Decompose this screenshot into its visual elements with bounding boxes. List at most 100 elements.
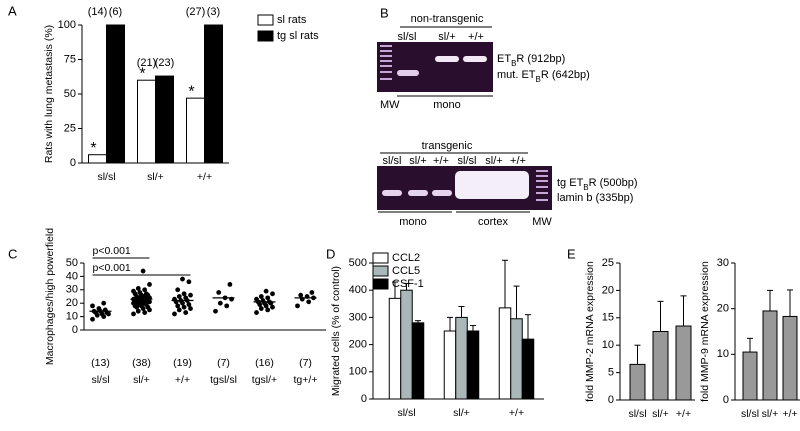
dot bbox=[176, 307, 182, 313]
panel-label: A bbox=[8, 3, 17, 18]
lane-label: +/+ bbox=[433, 155, 449, 167]
n-label: (6) bbox=[109, 6, 122, 18]
dot bbox=[96, 306, 102, 311]
dot bbox=[172, 311, 177, 317]
lane-label: sl/+ bbox=[485, 155, 502, 167]
band-label-rest: R (912bp) bbox=[516, 53, 565, 65]
significance: * bbox=[139, 65, 145, 82]
bar bbox=[137, 79, 156, 164]
bar bbox=[762, 310, 778, 401]
y-tick-label: 10 bbox=[717, 348, 729, 360]
dot bbox=[186, 302, 192, 307]
dot bbox=[254, 310, 259, 315]
dot bbox=[224, 303, 230, 309]
panel-label: E bbox=[567, 246, 576, 261]
gel-panel: B non-transgenic sl/sl sl/+ +/+ ETBR (91… bbox=[377, 5, 638, 228]
dot bbox=[180, 276, 185, 282]
dot bbox=[186, 279, 192, 285]
dot bbox=[175, 303, 181, 309]
y-tick-label: 20 bbox=[717, 303, 729, 315]
panel-label: B bbox=[380, 5, 389, 20]
n-label: (19) bbox=[173, 357, 192, 369]
dot bbox=[216, 290, 222, 295]
n-label: (7) bbox=[299, 357, 312, 369]
marker-label: MW bbox=[532, 216, 552, 228]
y-tick-label: 50 bbox=[64, 88, 76, 100]
dot bbox=[258, 306, 264, 311]
dot bbox=[270, 304, 275, 310]
y-tick-label: 0 bbox=[361, 393, 367, 405]
bar bbox=[455, 316, 468, 400]
dot bbox=[143, 291, 149, 297]
bands bbox=[382, 190, 452, 196]
x-tick-label: sl/+ bbox=[652, 408, 669, 420]
band bbox=[435, 56, 459, 62]
legend-swatch bbox=[257, 30, 274, 42]
dot bbox=[131, 311, 136, 317]
x-tick-label: sl/+ bbox=[762, 408, 779, 420]
dot bbox=[265, 295, 271, 301]
y-tick-label: 15 bbox=[602, 312, 614, 324]
gel-image bbox=[377, 42, 493, 92]
y-axis-label: Rats with lung metastasis (%) bbox=[43, 25, 55, 163]
dot bbox=[101, 300, 107, 306]
n-label: (21) bbox=[137, 57, 157, 69]
dot bbox=[135, 286, 141, 291]
dot bbox=[227, 282, 233, 287]
panel-label: D bbox=[326, 246, 335, 261]
lane-label: +/+ bbox=[468, 31, 484, 43]
bar bbox=[106, 24, 125, 164]
annotation: p<0.001 bbox=[93, 245, 131, 257]
legend-label: tg sl rats bbox=[277, 30, 319, 42]
y-tick-label: 10 bbox=[66, 311, 78, 323]
band-label-rest: R (642bp) bbox=[541, 69, 590, 81]
group-label: mono bbox=[433, 99, 461, 111]
lane-label: sl/sl bbox=[383, 155, 402, 167]
dot bbox=[181, 291, 187, 297]
bar bbox=[443, 330, 457, 400]
dot bbox=[258, 294, 264, 299]
dot bbox=[188, 306, 193, 311]
y-tick-label: 5 bbox=[608, 367, 614, 379]
annotation: p<0.001 bbox=[93, 262, 131, 274]
dot bbox=[306, 299, 312, 305]
dot bbox=[270, 291, 275, 297]
x-tick-label: sl/sl bbox=[397, 407, 415, 419]
gel-title: transgenic bbox=[422, 140, 473, 152]
bar bbox=[782, 315, 798, 401]
dot bbox=[142, 310, 148, 315]
y-tick-label: 0 bbox=[72, 324, 78, 336]
bar bbox=[652, 331, 669, 401]
dot bbox=[183, 310, 189, 315]
n-label: (7) bbox=[217, 357, 230, 369]
y-tick-label: 200 bbox=[349, 339, 367, 351]
x-tick-label: tgsl/+ bbox=[252, 374, 277, 386]
dot bbox=[175, 287, 181, 293]
y-tick-label: 25 bbox=[602, 257, 614, 269]
y-tick-label: 25 bbox=[64, 122, 76, 134]
dot bbox=[181, 304, 187, 310]
panel-label: C bbox=[8, 246, 17, 261]
legend-label: CSF-1 bbox=[392, 278, 424, 290]
x-tick-label: tgsl/sl bbox=[210, 374, 237, 386]
bar bbox=[521, 338, 535, 400]
dot bbox=[188, 292, 193, 298]
band-label-rest: R (500bp) bbox=[589, 177, 638, 189]
group-label: cortex bbox=[478, 216, 508, 228]
dot bbox=[142, 287, 148, 293]
bar bbox=[411, 322, 425, 400]
n-label: (38) bbox=[132, 357, 151, 369]
bar bbox=[186, 97, 205, 164]
lane-label: sl/sl bbox=[458, 155, 477, 167]
x-tick-label: sl/+ bbox=[453, 407, 470, 419]
dot bbox=[263, 288, 269, 294]
marker-label: MW bbox=[380, 99, 400, 111]
y-tick-label: 20 bbox=[602, 284, 614, 296]
y-tick-label: 0 bbox=[723, 394, 729, 406]
band-label-text: ET bbox=[497, 53, 511, 65]
bar bbox=[466, 330, 480, 400]
y-axis-label: fold MMP-2 mRNA expression bbox=[584, 261, 596, 402]
dot bbox=[217, 300, 223, 306]
gel-title: non-transgenic bbox=[411, 13, 484, 25]
